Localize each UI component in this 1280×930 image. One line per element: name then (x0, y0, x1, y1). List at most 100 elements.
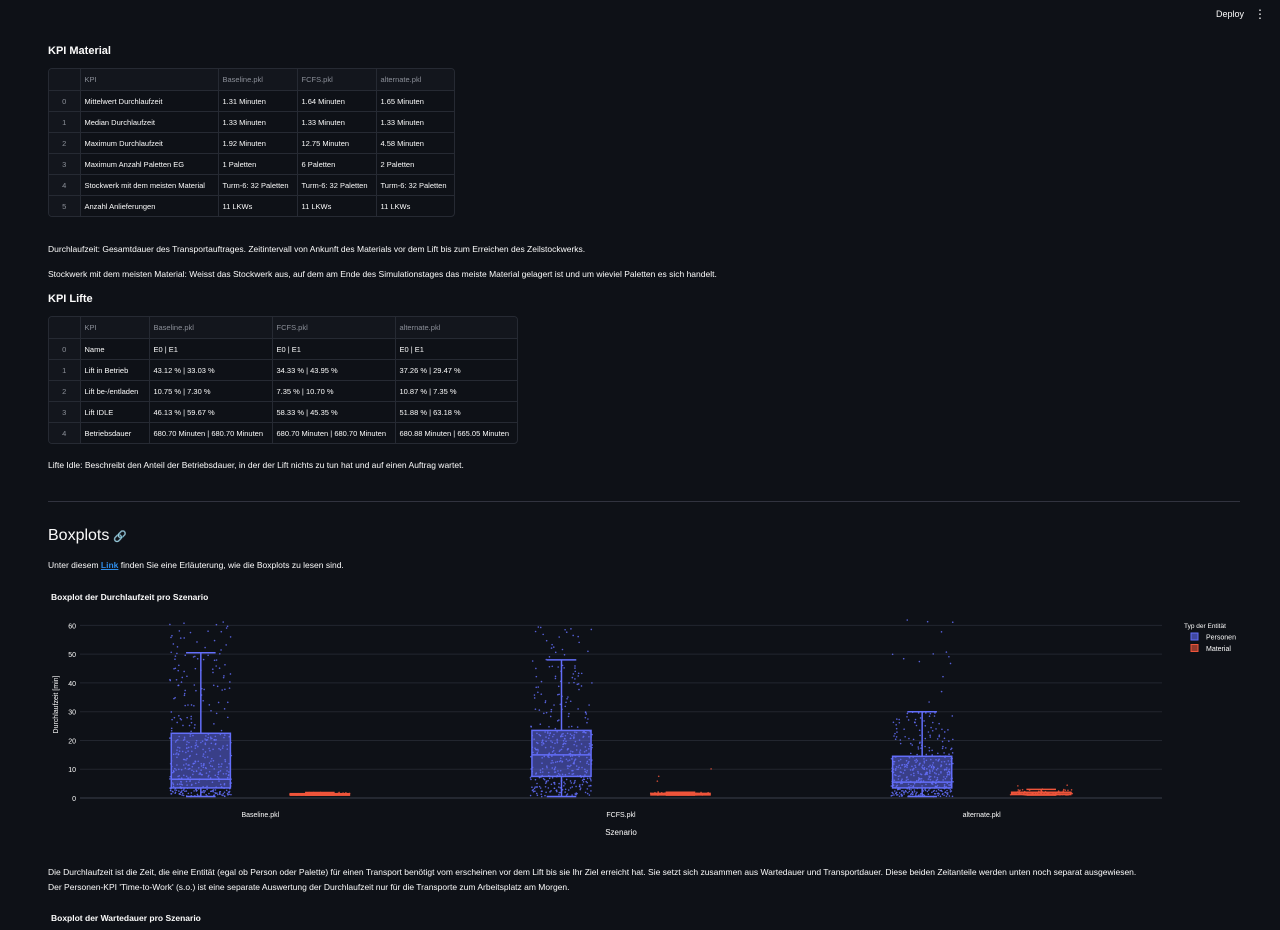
personen-point (213, 794, 215, 796)
boxplots-title: Boxplots (48, 527, 110, 544)
table-row[interactable]: 0 Name E0 | E1 E0 | E1 E0 | E1 (49, 338, 517, 360)
table-cell: Mittelwert Durchlaufzeit (80, 90, 219, 112)
personen-point (566, 697, 568, 700)
personen-point (563, 667, 565, 669)
personen-point (951, 621, 954, 624)
personen-point (181, 794, 183, 796)
personen-point (176, 652, 178, 655)
table-row[interactable]: 4 Betriebsdauer 680.70 Minuten | 680.70 Mi… (49, 422, 517, 443)
index-header[interactable] (49, 317, 81, 339)
personen-point (912, 793, 914, 795)
column-header[interactable]: KPI (80, 317, 150, 339)
personen-point (588, 785, 590, 787)
personen-point (553, 783, 556, 785)
personen-point (904, 789, 907, 792)
y-tick-label: 20 (68, 738, 76, 745)
table-cell: Anzahl Anlieferungen (80, 195, 219, 216)
personen-point (952, 738, 954, 741)
durchlaufzeit-boxplot[interactable]: 0 10 20 30 40 50 60 Durchlaufzeit [min] Szenario… (0, 600, 1280, 845)
column-header[interactable]: KPI (80, 69, 219, 91)
column-header[interactable]: Baseline.pkl (149, 317, 273, 339)
table-row[interactable]: 4 Stockwerk mit dem meisten Material Turm-… (49, 174, 454, 196)
material-point (1019, 789, 1021, 791)
personen-point (938, 793, 940, 795)
personen-point (187, 704, 189, 706)
table-cell: 58.33 % | 45.35 % (272, 401, 396, 423)
personen-point (539, 723, 542, 726)
row-index: 3 (49, 401, 81, 423)
personen-point (210, 790, 213, 792)
table-cell: 11 LKWs (380, 201, 411, 211)
table-row[interactable]: 2 Lift be-/entladen 10.75 % | 7.30 % 7.35 %… (49, 380, 517, 402)
table-cell: Name (80, 338, 150, 360)
personen-point (545, 639, 548, 642)
personen-point (907, 719, 910, 721)
explanation-link[interactable]: Link (100, 560, 119, 570)
personen-point (900, 790, 903, 792)
personen-point (556, 720, 559, 722)
material-point (1017, 785, 1019, 787)
personen-point (182, 724, 184, 727)
personen-point (174, 667, 177, 670)
personen-point (184, 704, 186, 707)
column-header[interactable]: FCFS.pkl (272, 317, 396, 339)
personen-point (943, 731, 946, 733)
personen-point (907, 791, 909, 794)
personen-point (577, 672, 580, 675)
deploy-button[interactable]: Deploy (1215, 9, 1244, 19)
personen-point (218, 793, 221, 796)
table-row[interactable]: 1 Median Durchlaufzeit 1.33 Minuten 1.33 Mi… (49, 111, 454, 133)
kpi-material-table[interactable]: KPI Baseline.pkl FCFS.pkl alternate.pkl 0 Mi… (48, 68, 455, 217)
table-row[interactable]: 2 Maximum Durchlaufzeit 1.92 Minuten 12.75 … (49, 132, 454, 154)
personen-point (932, 790, 935, 793)
column-header[interactable]: FCFS.pkl (297, 69, 377, 91)
personen-point (539, 787, 542, 789)
table-cell: 11 LKWs (297, 195, 377, 216)
personen-point (212, 684, 215, 687)
column-header[interactable]: alternate.pkl (376, 69, 454, 91)
table-row[interactable]: 5 Anzahl Anlieferungen 11 LKWs 11 LKWs 11 LK… (49, 195, 454, 216)
column-header[interactable]: alternate.pkl (395, 317, 517, 339)
personen-point (534, 786, 537, 788)
personen-point (536, 794, 539, 797)
personen-point (895, 794, 898, 796)
personen-point (554, 651, 557, 654)
personen-point (535, 675, 538, 678)
personen-point (892, 721, 895, 724)
personen-point (929, 712, 932, 715)
personen-point (588, 704, 590, 706)
personen-point (554, 675, 557, 678)
material-point (710, 768, 712, 770)
kebab-icon[interactable]: ⋮ (1254, 7, 1266, 21)
table-row[interactable]: 3 Maximum Anzahl Paletten EG 1 Paletten 6 P… (49, 153, 454, 175)
table-row[interactable]: 1 Lift in Betrieb 43.12 % | 33.03 % 34.33 %… (49, 359, 517, 381)
index-header[interactable] (49, 69, 81, 91)
personen-point (223, 675, 225, 677)
table-cell: 34.33 % | 43.95 % (272, 359, 396, 381)
personen-point (938, 722, 940, 725)
personen-point (931, 791, 933, 794)
personen-point (584, 711, 587, 714)
table-header-row: KPI Baseline.pkl FCFS.pkl alternate.pkl (49, 317, 517, 339)
personen-point (228, 791, 230, 794)
personen-point (573, 782, 575, 785)
personen-point (540, 693, 543, 695)
personen-point (900, 793, 903, 796)
personen-point (529, 776, 532, 779)
column-header[interactable]: Baseline.pkl (218, 69, 298, 91)
personen-point (941, 740, 944, 743)
personen-point (190, 718, 192, 720)
personen-point (213, 639, 216, 642)
personen-point (917, 748, 920, 750)
table-row[interactable]: 3 Lift IDLE 46.13 % | 59.67 % 58.33 % | 45.… (49, 401, 517, 423)
personen-point (535, 792, 538, 795)
personen-point (220, 729, 223, 732)
personen-point (220, 630, 223, 633)
personen-point (206, 788, 208, 791)
kpi-lifte-table[interactable]: KPI Baseline.pkl FCFS.pkl alternate.pkl 0 Na… (48, 316, 518, 444)
personen-point (952, 762, 954, 765)
table-row[interactable]: 0 Mittelwert Durchlaufzeit 1.31 Minuten 1.6… (49, 90, 454, 112)
personen-point (569, 787, 572, 789)
table-cell: 680.70 Minuten | 680.70 Minuten (149, 422, 273, 443)
link-icon[interactable]: 🔗 (113, 531, 128, 543)
